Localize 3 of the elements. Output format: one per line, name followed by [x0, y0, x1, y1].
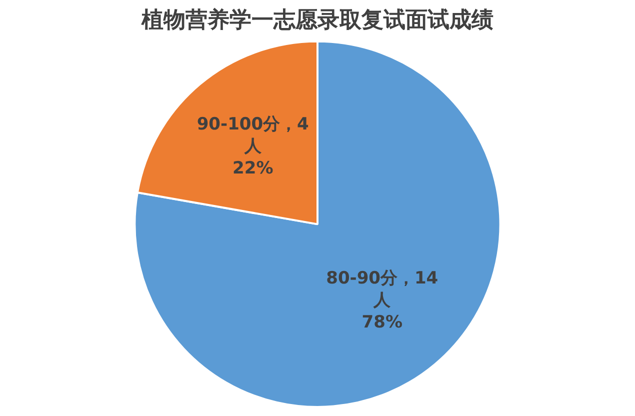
slice-label: 80-90分，14 人 78%	[326, 268, 438, 333]
slice-label: 90-100分，4 人 22%	[196, 114, 310, 179]
chart-title: 植物营养学一志愿录取复试面试成绩	[140, 6, 494, 33]
